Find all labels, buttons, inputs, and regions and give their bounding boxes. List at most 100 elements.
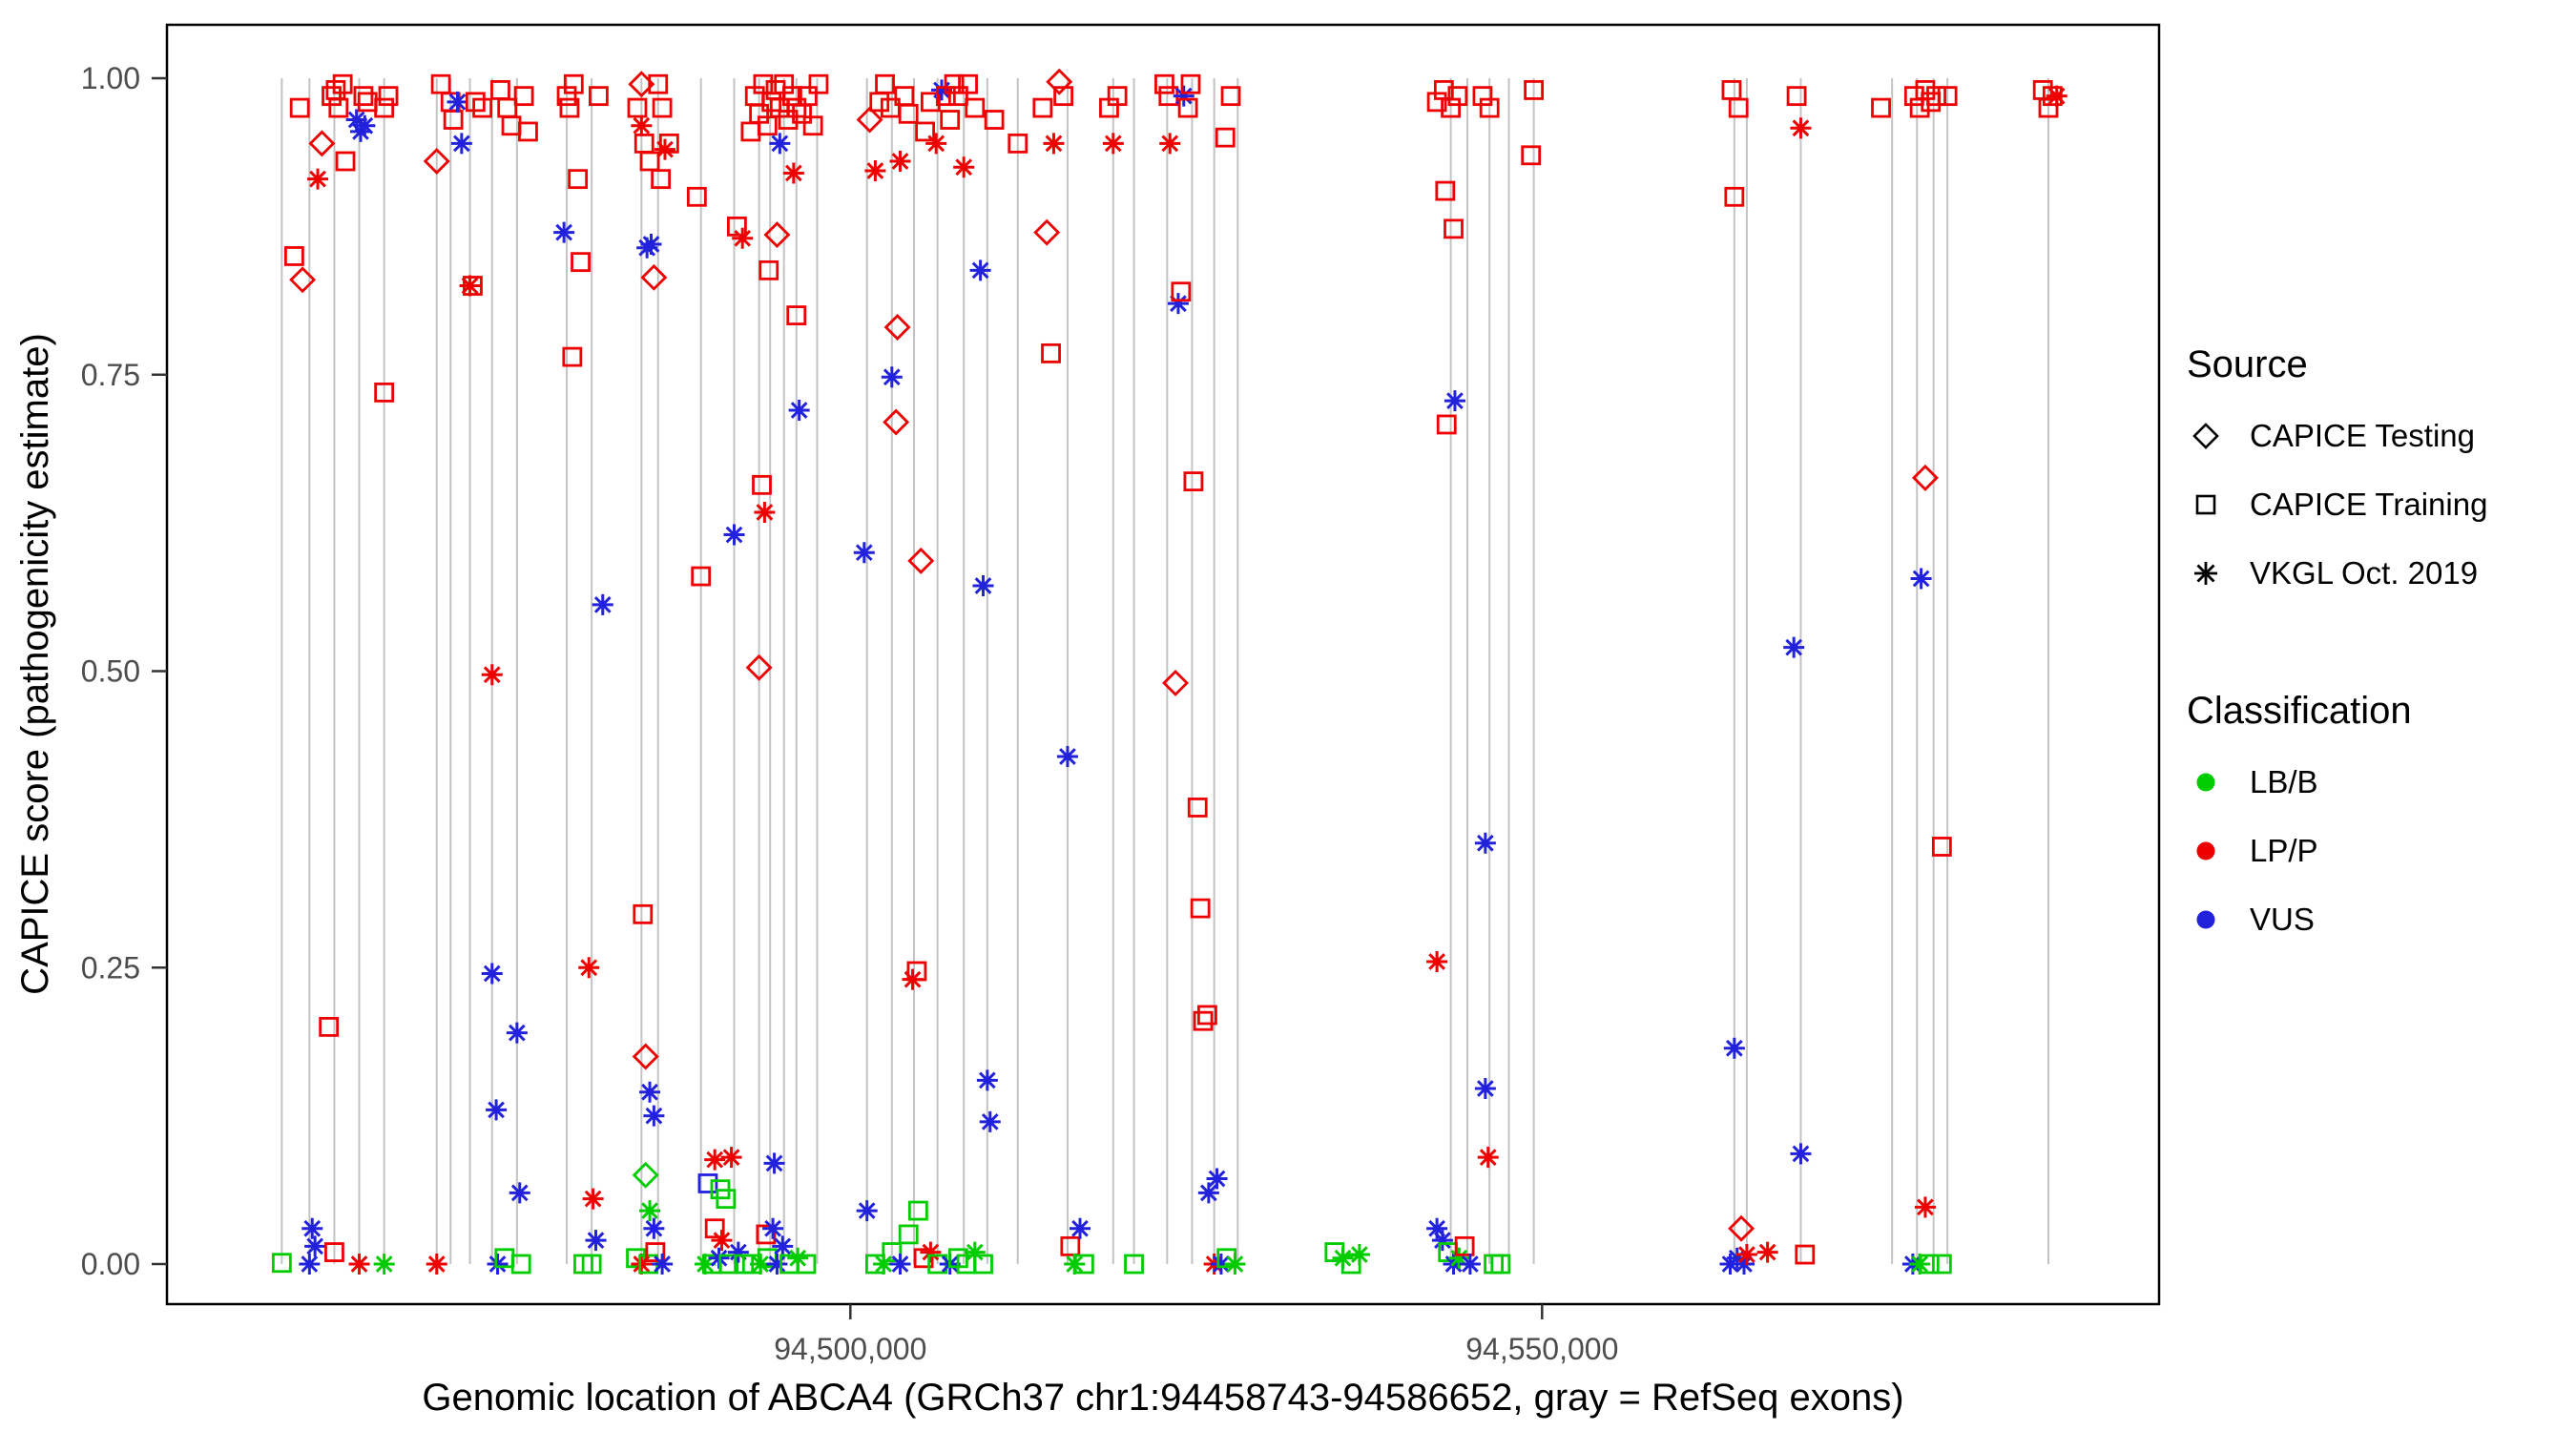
data-point <box>481 664 503 686</box>
data-point <box>752 474 772 495</box>
data-point <box>643 1217 665 1239</box>
data-point <box>1436 414 1457 435</box>
data-point <box>907 547 935 574</box>
data-point <box>578 957 600 979</box>
data-point <box>1431 1230 1453 1252</box>
data-point <box>324 1242 344 1262</box>
data-point <box>1124 1254 1144 1275</box>
data-point <box>976 1069 998 1091</box>
data-point <box>354 114 376 136</box>
data-point <box>1187 798 1208 818</box>
data-point <box>1459 1254 1481 1275</box>
data-point <box>1426 1217 1448 1239</box>
legend-classification-title: Classification <box>2187 690 2412 732</box>
data-point <box>1914 1196 1936 1218</box>
data-point <box>1783 636 1805 658</box>
data-point <box>931 79 952 101</box>
data-point <box>459 275 481 297</box>
data-point <box>640 234 662 256</box>
data-point <box>1348 1244 1370 1266</box>
data-point <box>304 1235 326 1257</box>
legend-item-label: LP/P <box>2250 833 2318 868</box>
data-point <box>651 169 672 190</box>
data-point <box>1180 73 1201 94</box>
data-point <box>921 92 941 113</box>
x-tick-label: 94,500,000 <box>774 1332 926 1366</box>
data-point <box>875 73 895 94</box>
data-point <box>906 961 927 982</box>
data-point <box>465 92 486 113</box>
data-point <box>562 346 583 367</box>
asterisk-icon <box>2194 562 2217 585</box>
data-point <box>898 103 919 124</box>
data-point <box>964 1241 986 1263</box>
data-point <box>1911 464 1939 491</box>
data-point <box>1197 1005 1217 1026</box>
data-point <box>940 110 961 130</box>
data-point <box>652 97 673 118</box>
data-point <box>450 133 472 155</box>
data-point <box>697 1173 718 1193</box>
data-point <box>873 1254 895 1275</box>
data-point <box>639 1200 661 1222</box>
legend-item-lbb: LB/B <box>2187 748 2487 817</box>
data-point <box>762 1217 784 1239</box>
data-point <box>1210 1254 1232 1275</box>
data-point <box>486 1099 508 1121</box>
data-point <box>754 501 776 523</box>
legend-item-label: LB/B <box>2250 764 2318 799</box>
data-point <box>965 97 986 118</box>
data-point <box>563 73 584 94</box>
data-point <box>1479 97 1500 118</box>
data-point <box>374 97 395 118</box>
diamond-icon <box>2192 423 2219 449</box>
data-point <box>704 1218 725 1239</box>
data-point <box>645 1242 666 1262</box>
data-point <box>920 1241 942 1263</box>
data-point <box>627 97 648 118</box>
data-point <box>652 1254 674 1275</box>
data-point <box>319 1017 340 1037</box>
data-point <box>589 86 609 107</box>
data-point <box>786 97 807 118</box>
data-point <box>802 115 823 136</box>
data-point <box>691 566 712 587</box>
data-point <box>1735 1244 1757 1266</box>
data-point <box>953 156 975 178</box>
data-point <box>1220 86 1241 107</box>
data-point <box>443 110 464 130</box>
data-point <box>307 168 329 190</box>
data-point <box>643 1105 665 1127</box>
data-point <box>1183 471 1204 492</box>
data-point <box>711 1230 733 1252</box>
data-point <box>984 110 1005 130</box>
data-point <box>1032 97 1053 118</box>
data-point <box>1795 1244 1816 1265</box>
data-point <box>720 1147 742 1169</box>
data-point <box>772 1235 794 1257</box>
data-point <box>631 1254 653 1275</box>
data-point <box>1724 186 1745 207</box>
data-point <box>378 86 399 107</box>
data-point <box>973 1254 993 1275</box>
data-point <box>472 97 493 118</box>
data-point <box>1447 86 1468 107</box>
data-point <box>889 151 911 173</box>
data-point <box>686 186 707 207</box>
data-point <box>1790 117 1812 139</box>
data-point <box>1162 669 1190 696</box>
y-tick-label: 0.75 <box>81 358 140 392</box>
data-point <box>716 1189 737 1210</box>
data-point <box>786 305 807 326</box>
data-point <box>856 106 883 134</box>
legend-item-label: CAPICE Testing <box>2250 418 2475 453</box>
data-point <box>1043 133 1065 155</box>
data-point <box>1190 898 1211 919</box>
data-point <box>423 148 450 175</box>
data-point <box>1426 92 1447 113</box>
data-point <box>1033 218 1061 246</box>
data-points-layer <box>271 68 2067 1275</box>
data-point <box>345 109 367 131</box>
y-tick-label: 0.25 <box>81 950 140 985</box>
data-point <box>944 73 965 94</box>
